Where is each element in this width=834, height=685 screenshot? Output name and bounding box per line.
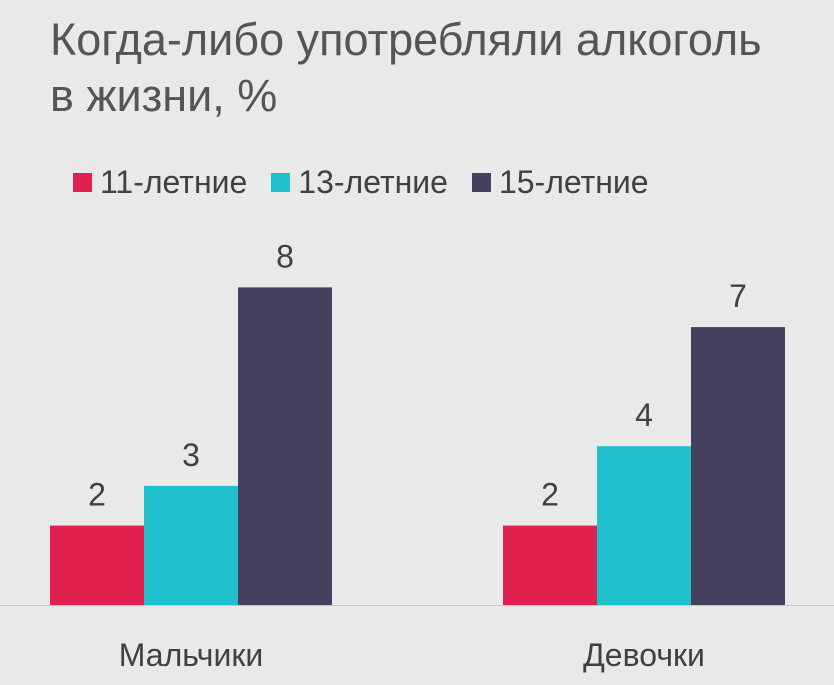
bar-girls-11: [503, 525, 597, 605]
bar-girls-15: [691, 327, 785, 605]
legend-item-11: 11-летние: [73, 162, 247, 202]
chart-title: Когда-либо употребляли алкоголь в жизни,…: [50, 14, 762, 121]
bar-boys-13: [144, 485, 238, 605]
bar-boys-15: [238, 287, 332, 605]
data-label: 2: [541, 477, 559, 513]
legend-label-13: 13-летние: [298, 164, 448, 200]
data-label: 8: [276, 238, 294, 274]
category-label: Девочки: [583, 637, 705, 673]
data-label: 2: [88, 477, 106, 513]
category-label: Мальчики: [119, 637, 263, 673]
legend-swatch-11: [73, 172, 92, 192]
data-label: 3: [182, 437, 200, 473]
legend-item-13: 13-летние: [271, 162, 448, 202]
legend-label-11: 11-летние: [100, 164, 248, 200]
bar-girls-13: [597, 446, 691, 605]
bar-boys-11: [50, 525, 144, 605]
data-label: 4: [635, 397, 653, 433]
legend-swatch-15: [471, 172, 491, 192]
legend-label-15: 15-летние: [498, 164, 649, 200]
data-label: 7: [729, 278, 747, 314]
legend-swatch-13: [271, 172, 291, 192]
chart-legend: 11-летние 13-летние 15-летние: [73, 162, 649, 202]
legend-item-15: 15-летние: [471, 162, 649, 202]
